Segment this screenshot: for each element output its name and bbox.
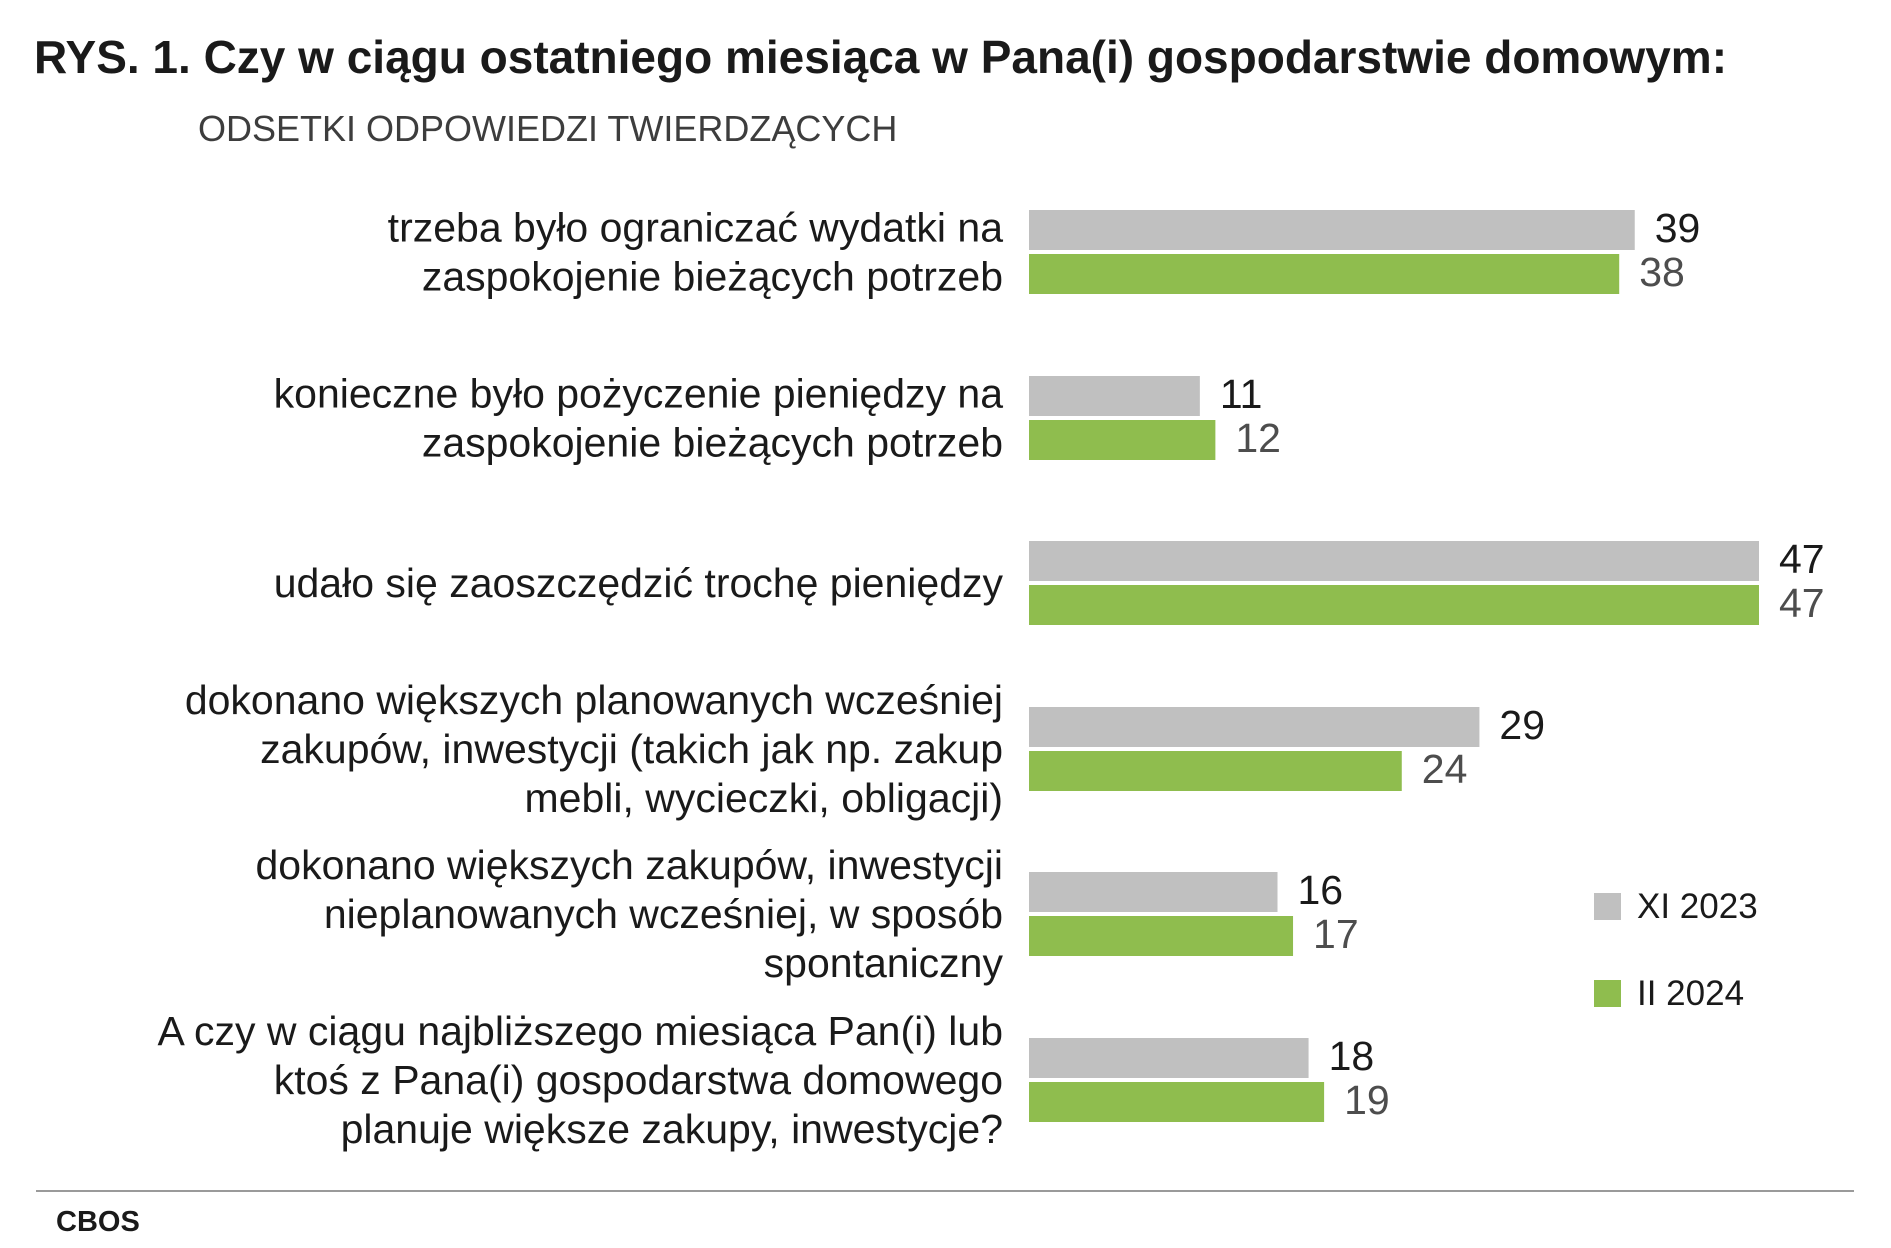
bar-ii-2024 [1029, 751, 1402, 791]
category-label: A czy w ciągu najbliższego miesiąca Pan(… [158, 1008, 1003, 1054]
chart-title: RYS. 1. Czy w ciągu ostatniego miesiąca … [34, 31, 1728, 83]
data-label: 47 [1779, 580, 1825, 626]
legend-label: II 2024 [1637, 974, 1744, 1013]
bar-xi-2023 [1029, 376, 1200, 416]
bars [1029, 210, 1759, 1122]
bar-ii-2024 [1029, 916, 1294, 956]
bar-ii-2024 [1029, 254, 1620, 294]
bar-xi-2023 [1029, 707, 1480, 747]
data-label: 47 [1779, 536, 1825, 582]
legend-swatch [1594, 980, 1621, 1007]
data-label: 17 [1313, 911, 1359, 957]
data-label: 18 [1329, 1033, 1375, 1079]
source-label: CBOS [56, 1206, 140, 1238]
data-label: 24 [1422, 746, 1468, 792]
category-label: dokonano większych planowanych wcześniej [185, 677, 1003, 723]
data-label: 19 [1344, 1077, 1390, 1123]
category-label: dokonano większych zakupów, inwestycji [256, 842, 1004, 888]
bar-xi-2023 [1029, 872, 1278, 912]
legend: XI 2023 II 2024 [1594, 887, 1758, 1013]
bar-ii-2024 [1029, 1082, 1325, 1122]
bar-xi-2023 [1029, 1038, 1309, 1078]
category-label: udało się zaoszczędzić trochę pieniędzy [274, 560, 1004, 606]
data-label: 11 [1220, 371, 1263, 417]
category-label: zaspokojenie bieżących potrzeb [422, 254, 1003, 300]
data-label: 12 [1235, 415, 1281, 461]
category-label: zaspokojenie bieżących potrzeb [422, 420, 1003, 466]
bar-ii-2024 [1029, 420, 1216, 460]
category-labels: trzeba było ograniczać wydatki nazaspoko… [158, 205, 1004, 1153]
bar-xi-2023 [1029, 541, 1759, 581]
category-label: ktoś z Pana(i) gospodarstwa domowego [274, 1057, 1003, 1103]
data-label: 16 [1298, 867, 1344, 913]
category-label: nieplanowanych wcześniej, w sposób [324, 891, 1003, 937]
data-label: 38 [1639, 249, 1685, 295]
category-label: trzeba było ograniczać wydatki na [388, 205, 1004, 251]
divider [36, 1190, 1854, 1192]
category-label: zakupów, inwestycji (takich jak np. zaku… [260, 726, 1003, 772]
category-label: konieczne było pożyczenie pieniędzy na [274, 371, 1004, 417]
legend-label: XI 2023 [1637, 887, 1758, 926]
category-label: spontaniczny [764, 940, 1004, 986]
data-label: 29 [1499, 702, 1545, 748]
legend-swatch [1594, 893, 1621, 920]
bar-ii-2024 [1029, 585, 1759, 625]
bar-xi-2023 [1029, 210, 1635, 250]
data-label: 39 [1655, 205, 1701, 251]
chart-subtitle: ODSETKI ODPOWIEDZI TWIERDZĄCYCH [198, 108, 898, 149]
category-label: planuje większe zakupy, inwestycje? [341, 1106, 1003, 1152]
category-label: mebli, wycieczki, obligacji) [525, 775, 1003, 821]
